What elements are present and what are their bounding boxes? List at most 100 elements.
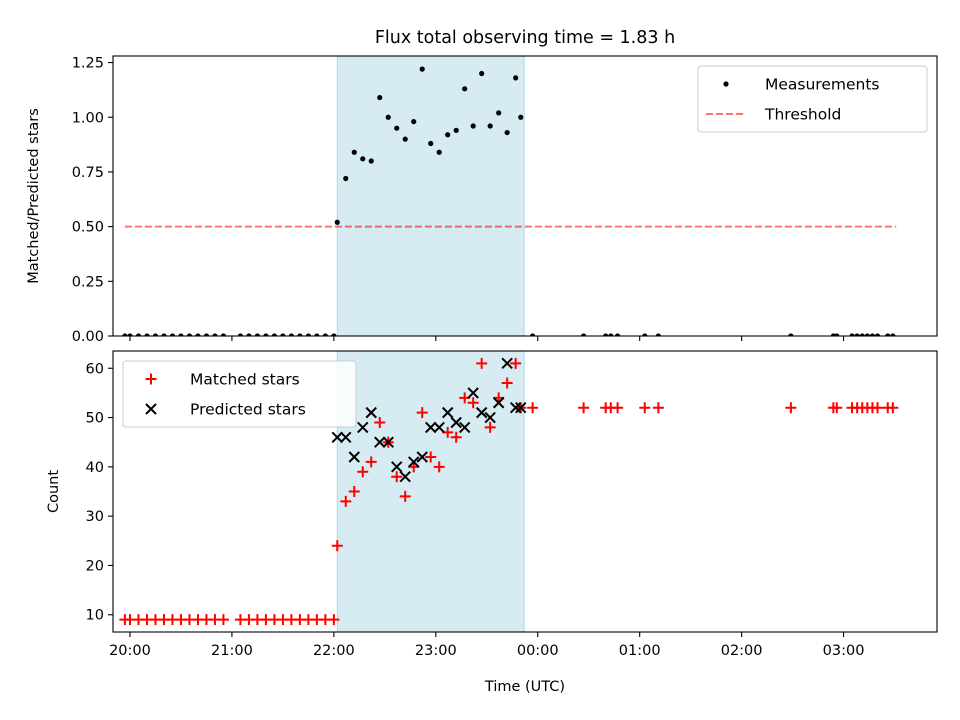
- bottom-panel: 20:00 21:00 22:00 23:00 00:00 01:00 02:00 03:00…: [46, 350, 938, 695]
- predicted-star-point: [458, 421, 471, 434]
- matched-star-point: [433, 461, 445, 473]
- measurement-point: [479, 70, 485, 77]
- predicted-star-point: [424, 421, 437, 434]
- x-tick-label: 23:00: [415, 643, 457, 659]
- measurement-point: [331, 333, 337, 336]
- predicted-star-point: [331, 431, 343, 443]
- matched-star-point: [510, 357, 522, 369]
- matched-star-point: [450, 431, 462, 443]
- matched-star-point: [887, 402, 899, 414]
- y-tick-label: 1.25: [72, 56, 104, 72]
- legend-marker-matched: [145, 373, 157, 385]
- y-tick-label: 0.75: [72, 165, 104, 181]
- predicted-star-point: [492, 397, 505, 409]
- measurement-point: [834, 333, 840, 336]
- matched-star-point: [484, 421, 496, 433]
- matched-star-point: [425, 451, 437, 463]
- x-tick-label: 00:00: [517, 643, 559, 659]
- matched-star-point: [217, 614, 229, 626]
- predicted-star-point: [509, 401, 522, 414]
- measurement-point: [127, 333, 133, 336]
- legend-label: Predicted stars: [190, 401, 306, 419]
- measurement-point: [237, 333, 244, 336]
- matched-star-point: [340, 495, 352, 507]
- measurement-point: [445, 132, 451, 138]
- matched-star-point: [416, 407, 428, 419]
- measurement-point: [246, 333, 252, 336]
- measurement-point: [322, 333, 328, 336]
- observing-window-span: [336, 55, 525, 337]
- measurement-point: [254, 333, 261, 336]
- measurement-point: [849, 333, 855, 336]
- matched-star-point: [476, 357, 488, 369]
- measurement-point: [271, 333, 278, 336]
- plot-area: [119, 357, 899, 626]
- y-tick-label: 40: [86, 460, 104, 476]
- predicted-star-point: [408, 456, 420, 468]
- matched-star-point: [331, 540, 343, 552]
- matched-star-point: [357, 466, 369, 478]
- measurement-point: [411, 119, 417, 125]
- x-axis-label: Time (UTC): [484, 679, 565, 695]
- measurement-point: [135, 333, 142, 336]
- legend: Measurements Threshold: [697, 65, 928, 133]
- y-tick-label: 50: [86, 411, 104, 427]
- predicted-star-point: [467, 387, 479, 399]
- measurement-point: [220, 333, 227, 336]
- measurement-point: [453, 127, 459, 133]
- measurement-point: [334, 219, 340, 225]
- x-tick-label: 22:00: [313, 643, 355, 659]
- predicted-star-point: [348, 451, 360, 463]
- measurement-point: [263, 333, 269, 336]
- measurement-point: [394, 125, 400, 131]
- measurement-point: [186, 333, 193, 336]
- top-panel: 0.00 0.25 0.50 0.75 1.00 1.25 Matched/Predicte…: [26, 55, 938, 345]
- matched-star-point: [501, 377, 513, 389]
- predicted-star-point: [399, 471, 411, 483]
- measurement-point: [788, 333, 794, 336]
- legend-label: Measurements: [765, 76, 880, 94]
- matched-star-point: [831, 402, 843, 414]
- observing-window-span: [336, 350, 525, 633]
- measurement-point: [203, 333, 210, 336]
- matched-star-point: [365, 456, 377, 468]
- matched-star-point: [785, 402, 797, 414]
- measurement-point: [518, 114, 524, 120]
- matched-star-point: [467, 397, 479, 409]
- measurement-point: [614, 333, 621, 336]
- y-axis-label: Matched/Predicted stars: [26, 108, 42, 284]
- measurement-point: [169, 333, 176, 336]
- measurement-point: [288, 333, 294, 336]
- measurement-point: [874, 333, 881, 336]
- measurement-point: [462, 86, 468, 92]
- predicted-star-point: [391, 461, 403, 473]
- matched-star-point: [578, 402, 590, 414]
- predicted-star-point: [357, 421, 369, 434]
- measurement-point: [885, 333, 891, 336]
- x-tick-label: 01:00: [619, 643, 661, 659]
- predicted-star-point: [374, 436, 386, 448]
- measurement-point: [859, 333, 865, 336]
- axes-frame: [112, 55, 938, 337]
- measurement-point: [343, 175, 349, 182]
- predicted-star-point: [416, 451, 428, 463]
- matched-star-point: [652, 402, 664, 414]
- measurement-point: [178, 333, 184, 336]
- measurement-point: [428, 140, 434, 147]
- y-tick-label: 60: [86, 361, 104, 377]
- x-tick-label: 03:00: [823, 643, 865, 659]
- measurement-point: [581, 333, 587, 336]
- predicted-star-point: [441, 406, 454, 419]
- matched-star-point: [348, 486, 360, 497]
- measurement-point: [436, 149, 442, 155]
- measurement-point: [487, 123, 493, 129]
- measurement-point: [195, 333, 201, 336]
- measurement-point: [655, 333, 661, 336]
- measurement-point: [152, 333, 159, 336]
- predicted-star-point: [501, 357, 513, 370]
- y-tick-label: 10: [86, 608, 104, 624]
- matched-star-point: [374, 416, 386, 428]
- measurement-point: [642, 333, 648, 336]
- measurement-point: [360, 156, 366, 162]
- y-axis-label: Count: [46, 470, 62, 513]
